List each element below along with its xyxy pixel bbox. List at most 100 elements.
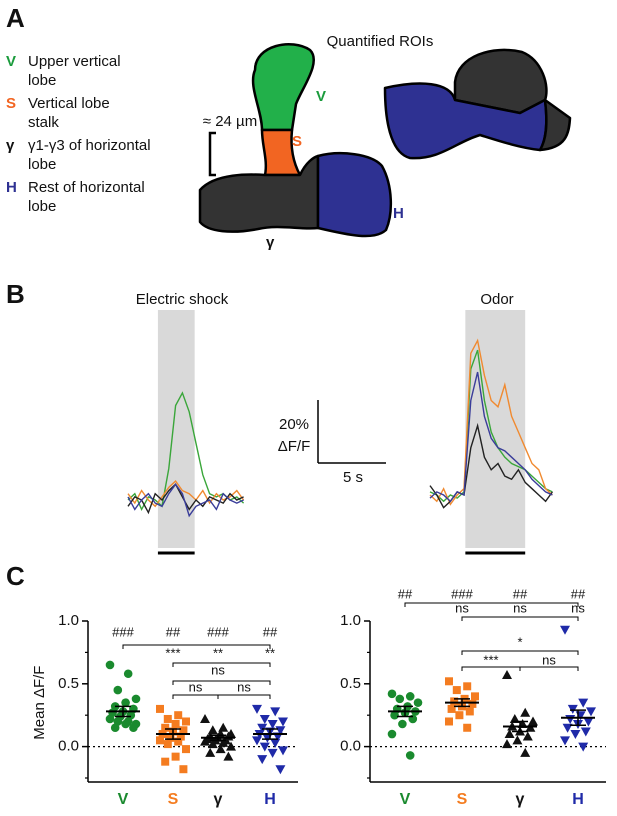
point	[121, 698, 130, 707]
point	[226, 741, 236, 751]
x-tick-label: S	[168, 791, 179, 808]
error-bar	[115, 705, 131, 718]
significance-label: **	[213, 645, 223, 660]
point	[179, 765, 188, 774]
legend-text: stalk	[28, 114, 59, 131]
point	[567, 704, 578, 714]
roi-label: γ	[266, 234, 275, 251]
significance-label: ns	[455, 600, 469, 615]
significance-label: ***	[483, 652, 498, 667]
point	[123, 669, 133, 679]
significance-label: *	[517, 634, 522, 649]
point	[465, 707, 474, 716]
point	[447, 704, 456, 713]
significance-label: **	[265, 645, 275, 660]
roi-v	[251, 43, 316, 132]
point	[565, 714, 576, 724]
point	[578, 742, 589, 752]
point	[387, 729, 397, 739]
significance-bracket	[461, 616, 579, 621]
scale-label: ΔF/F	[278, 438, 311, 455]
stimulus-window	[465, 310, 526, 548]
legend-text: lobe	[28, 72, 56, 89]
significance-label: ##	[513, 586, 528, 601]
point	[520, 747, 531, 757]
significance-label: ns	[542, 652, 556, 667]
panel-label: A	[6, 3, 25, 33]
error-bar	[397, 705, 413, 718]
point	[156, 704, 164, 713]
x-tick-label: γ	[214, 791, 223, 808]
point	[455, 711, 464, 720]
point	[105, 714, 115, 724]
point	[502, 739, 512, 749]
point	[262, 733, 273, 743]
point	[278, 717, 288, 727]
point	[387, 689, 397, 699]
point	[174, 737, 183, 746]
significance-label: ###	[451, 586, 473, 601]
point	[105, 660, 115, 670]
point	[405, 692, 415, 701]
legend-text: Rest of horizontal	[28, 179, 145, 196]
scale-label: 5 s	[343, 469, 363, 486]
point	[174, 711, 183, 720]
roi-h-2	[383, 82, 548, 160]
point	[200, 713, 210, 723]
significance-label: ***	[165, 645, 180, 660]
point	[252, 736, 262, 746]
y-axis-label: Mean ΔF/F	[31, 666, 48, 740]
point	[171, 752, 180, 761]
scale-label: 20%	[279, 416, 309, 433]
point	[504, 729, 515, 739]
y-tick-label: 1.0	[340, 612, 361, 629]
point	[267, 748, 278, 758]
significance-bracket	[519, 666, 579, 671]
point	[257, 755, 268, 765]
point	[156, 736, 164, 745]
point	[215, 744, 226, 754]
point	[163, 714, 172, 723]
significance-label: ##	[398, 586, 413, 601]
point	[562, 723, 573, 733]
panel-label: C	[6, 561, 25, 591]
trace	[127, 480, 245, 508]
trace	[127, 483, 244, 518]
point	[223, 751, 234, 761]
point	[218, 722, 229, 732]
point	[182, 745, 190, 754]
roi-label: H	[393, 205, 404, 222]
significance-bracket	[172, 680, 271, 685]
legend-text: γ1-γ3 of horizontal	[28, 137, 151, 154]
error-bar	[570, 709, 586, 726]
point	[166, 733, 175, 742]
point	[259, 714, 270, 724]
point	[252, 704, 262, 714]
point	[463, 723, 472, 732]
point	[450, 697, 459, 706]
point	[113, 685, 123, 695]
point	[586, 707, 596, 717]
point	[560, 736, 570, 746]
point	[512, 735, 523, 745]
roi-label: S	[292, 133, 302, 150]
significance-label: ns	[211, 662, 225, 677]
point	[578, 698, 589, 708]
error-bar	[262, 728, 278, 740]
point	[278, 746, 288, 756]
error-bar	[165, 728, 181, 740]
chart-title: Odor	[480, 291, 513, 308]
point	[205, 747, 216, 757]
point	[445, 677, 453, 686]
point	[583, 717, 594, 727]
y-tick-label: 0.0	[58, 738, 79, 755]
roi-diagram	[198, 43, 572, 238]
point	[468, 699, 477, 708]
significance-label: ns	[189, 679, 203, 694]
point	[275, 765, 286, 775]
significance-bracket	[172, 662, 271, 667]
y-tick-label: 0.5	[340, 675, 361, 692]
error-bar	[512, 720, 528, 733]
